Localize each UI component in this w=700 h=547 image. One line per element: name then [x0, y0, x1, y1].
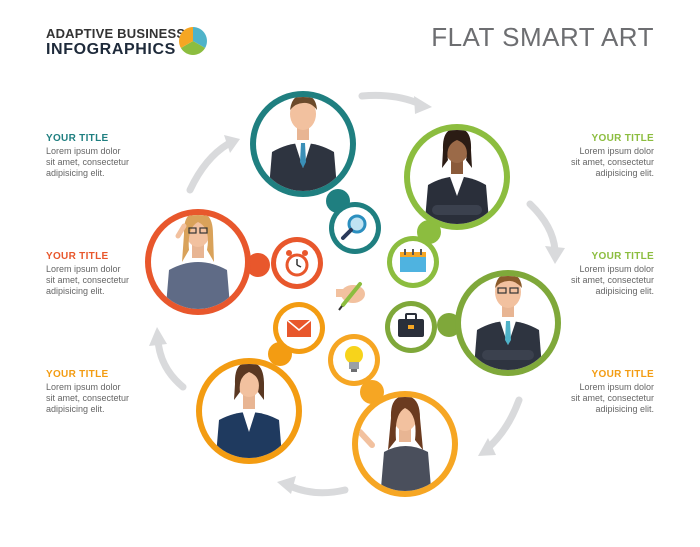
block-title: YOUR TITLE: [46, 251, 109, 262]
block-line: sit amet, consectetur: [570, 275, 654, 285]
text-block-left-1: YOUR TITLE Lorem ipsum dolor sit amet, c…: [46, 133, 166, 179]
block-title: YOUR TITLE: [46, 133, 109, 144]
block-line: adipisicing elit.: [595, 404, 654, 414]
arrow-2: [526, 200, 559, 254]
briefcase-bubble: [385, 301, 437, 353]
block-line: Lorem ipsum dolor: [579, 264, 654, 274]
block-line: sit amet, consectetur: [46, 157, 130, 167]
businessman-portrait: [268, 97, 338, 191]
magnifier-bubble: [329, 202, 381, 254]
text-block-left-3: YOUR TITLE Lorem ipsum dolor sit amet, c…: [46, 369, 166, 415]
arrow-3: [484, 396, 523, 452]
block-line: sit amet, consectetur: [570, 393, 654, 403]
text-block-right-1: YOUR TITLE Lorem ipsum dolor sit amet, c…: [534, 133, 654, 179]
businesswoman-glasses-portrait: [165, 215, 231, 309]
arrow-5: [154, 336, 187, 391]
block-line: Lorem ipsum dolor: [46, 146, 121, 156]
arrowhead-2: [545, 246, 565, 264]
person-card-4: [352, 391, 458, 497]
lightbulb-icon: [345, 346, 363, 372]
arrow-heads: [149, 96, 565, 494]
page-title: FLAT SMART ART: [431, 22, 654, 52]
person-card-2: [404, 124, 510, 230]
person-card-1: [250, 91, 356, 197]
brand-line-2: INFOGRAPHICS: [46, 41, 176, 58]
person-card-3: [455, 270, 561, 376]
block-line: adipisicing elit.: [46, 404, 105, 414]
envelope-icon: [286, 319, 312, 337]
person-card-6: [145, 209, 251, 315]
envelope-bubble: [273, 302, 325, 354]
calendar-bubble: [387, 236, 439, 288]
text-block-left-2: YOUR TITLE Lorem ipsum dolor sit amet, c…: [46, 251, 166, 297]
block-title: YOUR TITLE: [591, 133, 654, 144]
block-line: sit amet, consectetur: [46, 275, 130, 285]
block-line: sit amet, consectetur: [46, 393, 130, 403]
magnifier-icon: [341, 214, 367, 240]
text-block-right-2: YOUR TITLE Lorem ipsum dolor sit amet, c…: [534, 251, 654, 297]
brand-logo-icon: [179, 27, 207, 55]
block-line: Lorem ipsum dolor: [46, 382, 121, 392]
block-title: YOUR TITLE: [46, 369, 109, 380]
block-title: YOUR TITLE: [591, 369, 654, 380]
arrowhead-3: [478, 438, 496, 456]
alarm-clock-icon: [285, 250, 309, 277]
arrowhead-6: [224, 135, 240, 153]
businesswoman-suit-portrait: [215, 364, 283, 458]
block-line: adipisicing elit.: [595, 168, 654, 178]
arrowhead-5: [149, 327, 167, 346]
businessman-glasses-portrait: [473, 276, 543, 370]
calendar-icon: [400, 249, 426, 272]
briefcase-icon: [398, 313, 424, 337]
person-card-5: [196, 358, 302, 464]
lightbulb-bubble: [328, 334, 380, 386]
block-line: Lorem ipsum dolor: [46, 264, 121, 274]
block-line: Lorem ipsum dolor: [579, 146, 654, 156]
arrowhead-1: [414, 96, 432, 114]
block-line: adipisicing elit.: [46, 168, 105, 178]
businesswoman-pointing-portrait: [358, 397, 432, 491]
hand-writing-icon: [336, 282, 365, 311]
block-line: adipisicing elit.: [595, 286, 654, 296]
block-line: sit amet, consectetur: [570, 157, 654, 167]
alarm-bubble: [271, 237, 323, 289]
brand-line-1: ADAPTIVE BUSINESS: [46, 26, 186, 41]
text-block-right-3: YOUR TITLE Lorem ipsum dolor sit amet, c…: [534, 369, 654, 415]
arrow-6: [186, 140, 232, 194]
arrowhead-4: [277, 476, 296, 494]
arrow-1: [358, 91, 424, 108]
block-line: adipisicing elit.: [46, 286, 105, 296]
block-title: YOUR TITLE: [591, 251, 654, 262]
arrow-4: [286, 482, 349, 497]
businesswoman-portrait: [424, 130, 490, 224]
block-line: Lorem ipsum dolor: [579, 382, 654, 392]
